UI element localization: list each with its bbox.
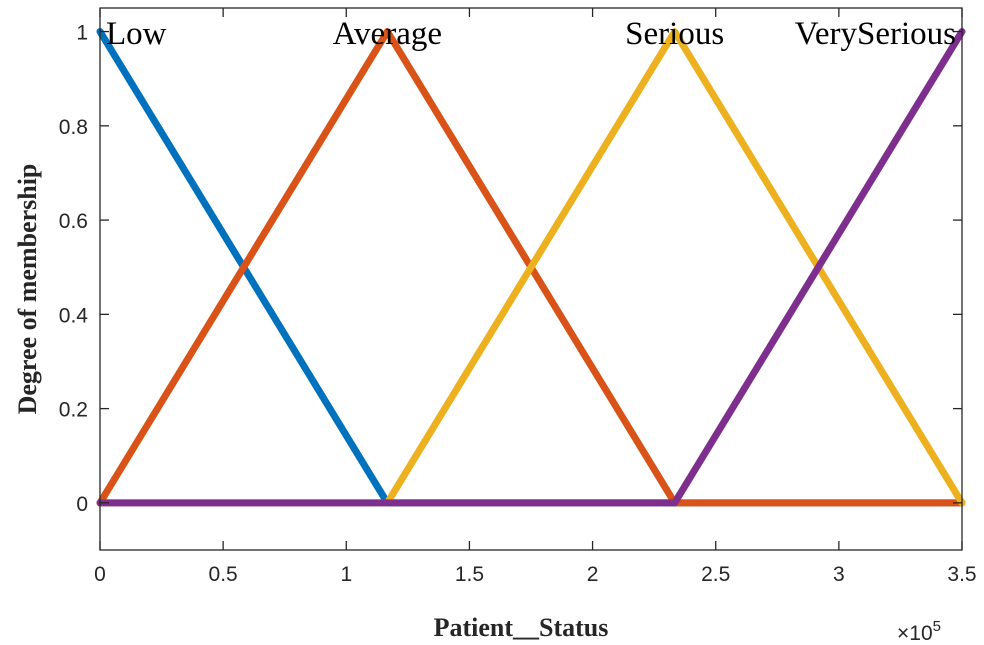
x-tick-label: 3.5 bbox=[947, 563, 976, 586]
ticks-layer: 0 0.5 1 1.5 2 2.5 3 3.5 0 0.2 0.4 0.6 0.8 1 bbox=[59, 8, 977, 586]
x-tick-label: 1.5 bbox=[455, 563, 484, 586]
mf-label-low: Low bbox=[106, 16, 167, 52]
series-layer bbox=[96, 28, 966, 507]
y-tick-label: 0.6 bbox=[59, 210, 88, 233]
x-tick-label: 3 bbox=[833, 563, 845, 586]
x-axis-multiplier: ×105 bbox=[897, 618, 941, 645]
series-line-veryserious bbox=[96, 28, 966, 507]
y-tick-label: 1 bbox=[76, 22, 88, 45]
x-tick-label: 0 bbox=[94, 563, 106, 586]
plot-frame bbox=[99, 7, 963, 551]
x-axis-title: Patient__Status bbox=[434, 613, 609, 642]
x-tick-label: 2 bbox=[587, 563, 599, 586]
x-axis-multiplier-exponent: 5 bbox=[933, 618, 941, 635]
x-tick-label: 0.5 bbox=[209, 563, 238, 586]
y-tick-label: 0.8 bbox=[59, 116, 88, 139]
mf-labels-layer: Low Average Serious VerySerious bbox=[106, 16, 956, 52]
x-tick-label: 1 bbox=[340, 563, 352, 586]
mf-label-average: Average bbox=[333, 16, 442, 52]
mf-label-veryserious: VerySerious bbox=[795, 16, 956, 52]
x-axis-multiplier-base: ×10 bbox=[897, 622, 933, 645]
y-tick-label: 0.4 bbox=[59, 304, 89, 327]
plot-area bbox=[100, 8, 962, 550]
y-tick-label: 0.2 bbox=[59, 399, 88, 422]
x-tick-label: 2.5 bbox=[701, 563, 730, 586]
mf-label-serious: Serious bbox=[625, 16, 724, 52]
y-axis-title: Degree of membership bbox=[13, 164, 42, 415]
y-tick-label: 0 bbox=[76, 493, 88, 516]
